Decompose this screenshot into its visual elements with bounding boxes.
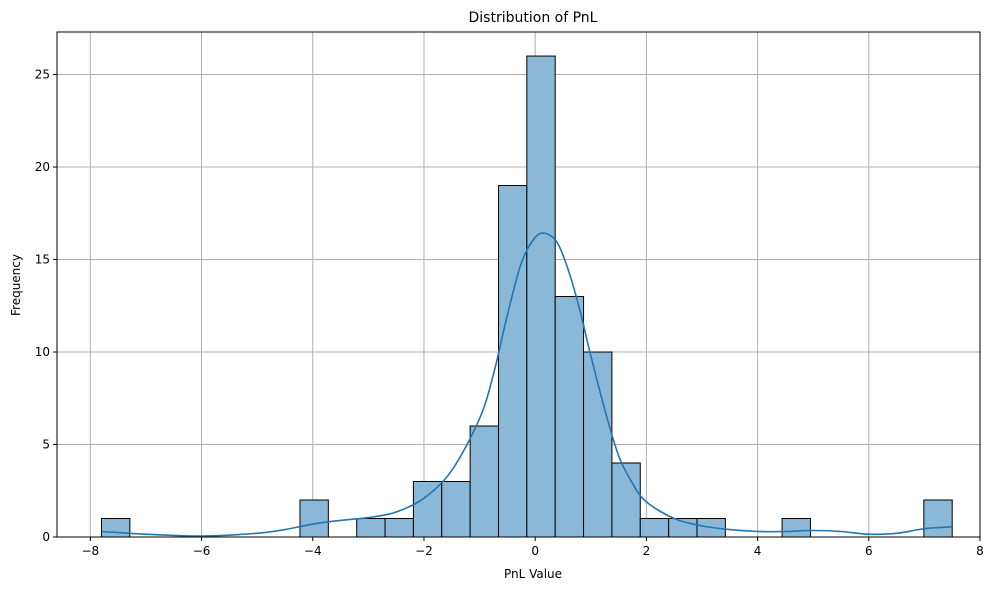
y-tick-label: 5 xyxy=(42,438,50,452)
histogram-bar xyxy=(497,185,528,538)
histogram-bar xyxy=(583,351,613,538)
y-tick-label: 10 xyxy=(35,345,50,359)
y-axis-label: Frequency xyxy=(9,254,23,316)
x-tick-label: 4 xyxy=(754,544,762,558)
histogram-bar xyxy=(356,518,386,538)
x-tick-label: 6 xyxy=(865,544,873,558)
kde-curve xyxy=(101,232,953,537)
histogram-bar xyxy=(100,518,131,538)
y-tick-label: 0 xyxy=(42,530,50,544)
x-tick-label: 2 xyxy=(643,544,651,558)
y-tick-label: 25 xyxy=(35,68,50,82)
histogram-bar xyxy=(412,481,443,538)
y-axis-ticks: 0 5 10 15 20 25 xyxy=(35,68,57,544)
histogram-bar xyxy=(299,499,329,538)
histogram-bar xyxy=(384,518,414,538)
plot-frame xyxy=(56,31,981,538)
x-tick-label: 8 xyxy=(976,544,984,558)
x-axis-label: PnL Value xyxy=(504,567,562,581)
x-tick-label: −2 xyxy=(415,544,433,558)
x-axis-ticks: −8 −6 −4 −2 0 2 4 6 8 xyxy=(82,537,984,558)
x-tick-label: −8 xyxy=(82,544,100,558)
y-tick-label: 20 xyxy=(35,160,50,174)
histogram-bar xyxy=(441,481,471,538)
histogram-bar xyxy=(554,296,585,538)
histogram-bar xyxy=(639,518,670,538)
histogram-bar xyxy=(469,425,499,538)
x-tick-label: −4 xyxy=(304,544,322,558)
x-tick-label: 0 xyxy=(531,544,539,558)
histogram-bar xyxy=(781,518,811,538)
histogram-bar xyxy=(526,55,556,538)
kde-line xyxy=(101,232,953,537)
y-tick-label: 15 xyxy=(35,253,50,267)
chart-title: Distribution of PnL xyxy=(469,10,598,26)
x-tick-label: −6 xyxy=(193,544,211,558)
histogram-bar xyxy=(923,499,953,538)
histogram-bars xyxy=(100,55,953,538)
histogram-bar xyxy=(611,462,641,538)
